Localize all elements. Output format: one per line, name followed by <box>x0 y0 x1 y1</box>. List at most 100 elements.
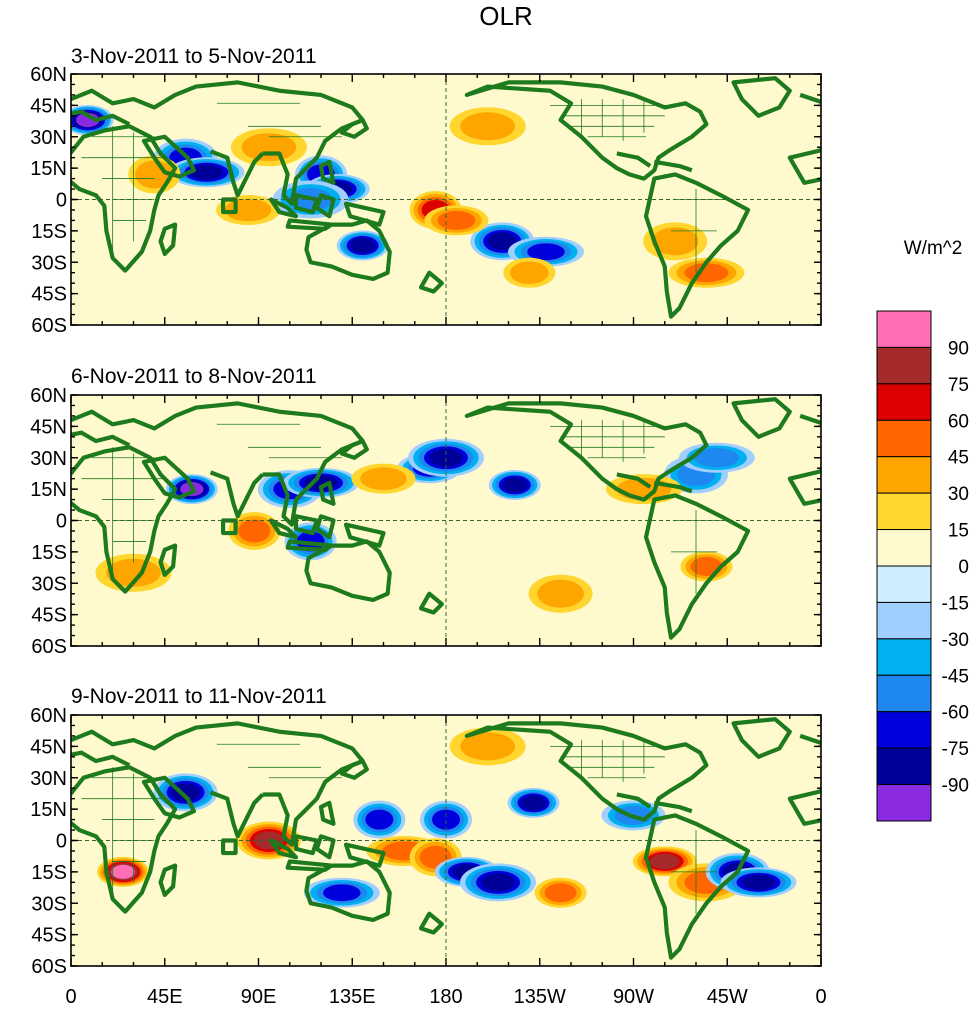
colorbar-level-label: 15 <box>948 521 969 542</box>
anomaly-cell <box>460 732 515 761</box>
y-tick-label: 15S <box>31 542 67 564</box>
anomaly-cell <box>189 164 224 181</box>
x-tick-label: 0 <box>65 986 76 1008</box>
y-tick-label: 60N <box>30 64 67 86</box>
y-tick-label: 45N <box>30 416 67 438</box>
colorbar-level-label: 45 <box>948 448 969 469</box>
anomaly-cell <box>502 477 528 493</box>
panel-1-reference-lines <box>71 74 821 325</box>
colorbar-swatch <box>876 456 932 494</box>
x-tick-label: 90E <box>241 986 277 1008</box>
anomaly-cell <box>323 884 361 902</box>
anomaly-cell <box>481 873 515 892</box>
anomaly-cell <box>365 809 394 830</box>
y-tick-label: 60S <box>31 956 67 978</box>
y-tick-label: 60N <box>30 385 67 407</box>
y-tick-label: 60S <box>31 315 67 337</box>
colorbar-units-label: W/m^2 <box>904 238 963 259</box>
colorbar-swatch <box>876 565 932 603</box>
x-tick-label: 135E <box>329 986 376 1008</box>
panel-3-title: 9-Nov-2011 to 11-Nov-2011 <box>71 685 327 708</box>
y-tick-label: 30S <box>31 252 67 274</box>
anomaly-cell <box>360 467 407 490</box>
anomaly-cell <box>437 210 476 230</box>
anomaly-cell <box>429 448 463 467</box>
colorbar-level-label: 75 <box>948 375 969 396</box>
anomaly-cell <box>432 809 460 830</box>
colorbar-level-label: -45 <box>942 666 969 687</box>
colorbar-swatch <box>876 529 932 567</box>
x-tick-label: 135W <box>514 986 566 1008</box>
x-axis: 0 45E 90E 135E 180 135W 90W 45W 0 <box>65 986 826 1008</box>
colorbar-swatch <box>876 346 932 385</box>
y-tick-label: 45S <box>31 925 67 947</box>
y-tick-label: 15S <box>31 221 67 243</box>
colorbar-level-label: 30 <box>948 484 969 505</box>
x-tick-label: 90W <box>613 986 654 1008</box>
colorbar-level-label: 0 <box>958 557 969 578</box>
y-tick-label: 45S <box>31 284 67 306</box>
anomaly-cell <box>510 261 549 285</box>
y-tick-label: 30N <box>30 448 67 470</box>
colorbar-level-label: -60 <box>942 703 969 724</box>
anomaly-cell <box>487 232 517 251</box>
anomaly-cell <box>460 112 515 141</box>
anomaly-cell <box>238 519 271 543</box>
x-tick-label: 180 <box>429 986 462 1008</box>
panel-1: 3-Nov-2011 to 5-Nov-2011 60N 45N 30N 15N 0 15… <box>30 45 822 337</box>
panel-2-y-axis: 60N 45N 30N 15N 0 15S 30S 45S 60S <box>30 385 822 658</box>
anomaly-cell <box>106 558 161 587</box>
colorbar-level-label: -30 <box>942 630 969 651</box>
anomaly-cell <box>544 883 577 903</box>
y-tick-label: 0 <box>56 190 67 212</box>
y-tick-label: 0 <box>56 511 67 533</box>
x-tick-label: 45E <box>147 986 183 1008</box>
colorbar-level-label: -15 <box>942 593 969 614</box>
y-tick-label: 60N <box>30 705 67 727</box>
figure-title: OLR <box>479 1 532 31</box>
panel-3: 9-Nov-2011 to 11-Nov-2011 60N 45N 30N 15N 0 1… <box>30 685 822 978</box>
anomaly-cell <box>527 243 565 261</box>
anomaly-cell <box>520 795 547 811</box>
anomaly-cell <box>135 160 174 189</box>
colorbar-swatch <box>876 674 932 713</box>
anomaly-cell <box>684 263 729 283</box>
colorbar-swatch <box>876 601 932 640</box>
y-tick-label: 30N <box>30 127 67 149</box>
y-tick-label: 45S <box>31 605 67 627</box>
colorbar-level-label: 60 <box>948 411 969 432</box>
colorbar-swatch <box>876 711 932 749</box>
colorbar-level-label: 90 <box>948 338 969 359</box>
colorbar-swatch <box>876 383 932 421</box>
y-tick-label: 0 <box>56 831 67 853</box>
y-tick-label: 15N <box>30 799 67 821</box>
anomaly-cell <box>694 448 739 468</box>
y-tick-label: 45N <box>30 95 67 117</box>
panel-1-anomaly-field <box>71 105 745 288</box>
panel-2-reference-lines <box>71 395 821 646</box>
anomaly-cell <box>650 853 680 870</box>
panel-3-reference-lines <box>71 715 821 966</box>
anomaly-cell <box>651 227 699 256</box>
anomaly-cell <box>537 579 584 608</box>
y-tick-label: 15S <box>31 862 67 884</box>
x-tick-label: 45W <box>707 986 748 1008</box>
anomaly-cell <box>741 874 776 891</box>
colorbar-swatch <box>876 492 932 531</box>
anomaly-cell <box>349 237 376 254</box>
y-tick-label: 60S <box>31 636 67 658</box>
y-tick-label: 30S <box>31 573 67 595</box>
panel-1-y-axis: 60N 45N 30N 15N 0 15S 30S 45S 60S <box>30 64 822 337</box>
colorbar-swatch <box>876 638 932 676</box>
colorbar-level-label: -75 <box>942 739 969 760</box>
colorbar-swatch <box>876 419 932 458</box>
panel-3-y-axis: 60N 45N 30N 15N 0 15S 30S 45S 60S <box>30 705 822 978</box>
panel-2: 6-Nov-2011 to 8-Nov-2011 60N 45N 30N 15N 0 15… <box>30 365 822 658</box>
colorbar-swatch <box>876 747 932 786</box>
colorbar: 90 75 60 45 30 15 0 -15 -30 -45 -60 -75 -90 <box>876 310 969 822</box>
panel-3-anomaly-field <box>97 727 797 908</box>
anomaly-cell <box>241 133 297 162</box>
panel-2-title: 6-Nov-2011 to 8-Nov-2011 <box>71 365 317 388</box>
y-tick-label: 30N <box>30 768 67 790</box>
